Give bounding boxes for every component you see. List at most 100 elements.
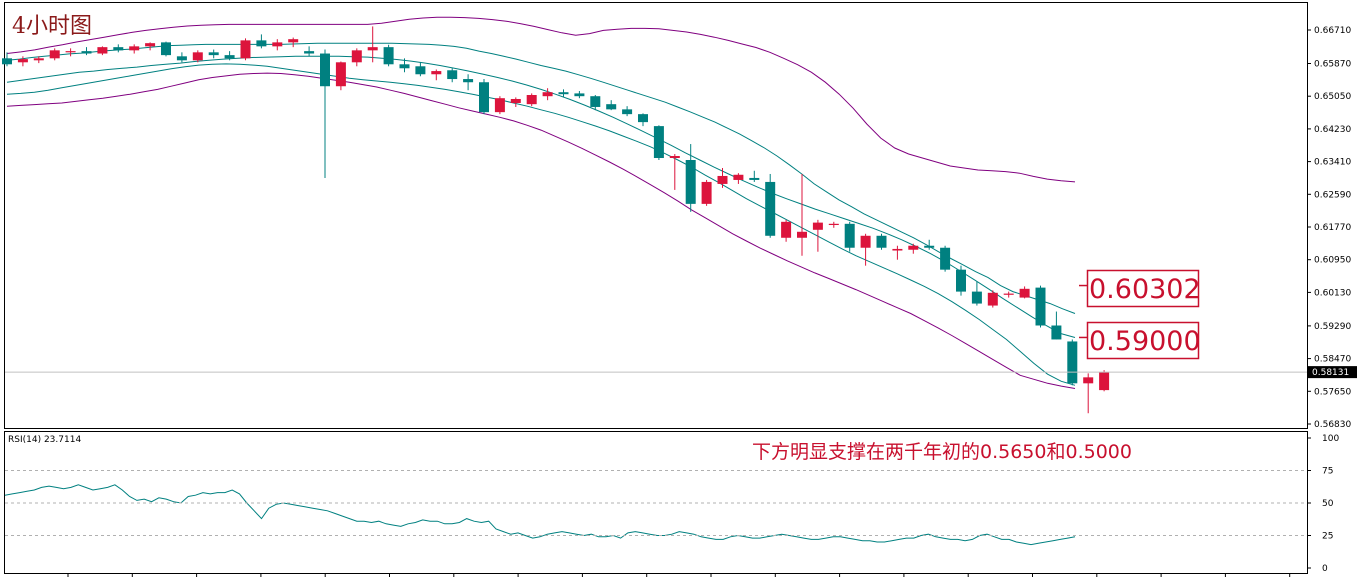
candle-body bbox=[987, 292, 998, 306]
candle bbox=[17, 56, 28, 67]
candle-body bbox=[129, 46, 140, 51]
candle-body bbox=[526, 95, 537, 105]
annotation-box-2: 0.59000 bbox=[1079, 321, 1201, 360]
candle bbox=[49, 48, 60, 61]
candle bbox=[510, 97, 521, 107]
candle-body bbox=[383, 47, 394, 65]
candle-body bbox=[208, 52, 219, 56]
candle bbox=[431, 69, 442, 81]
rsi-tick-label: 25 bbox=[1322, 532, 1333, 542]
candle-body bbox=[192, 52, 203, 61]
band-outer-lower bbox=[6, 72, 1076, 389]
candle bbox=[1051, 311, 1062, 340]
candle bbox=[797, 173, 807, 256]
candle bbox=[924, 239, 935, 250]
candle bbox=[494, 96, 505, 115]
price-tick-label: 0.63410 bbox=[1314, 158, 1351, 168]
rsi-tick-label: 0 bbox=[1322, 564, 1328, 574]
candle-body bbox=[622, 109, 633, 115]
candle-body bbox=[669, 156, 680, 159]
candle bbox=[844, 221, 855, 252]
candle-body bbox=[463, 79, 474, 83]
candle bbox=[1067, 339, 1078, 386]
candle bbox=[542, 88, 553, 101]
candle bbox=[606, 100, 617, 111]
candle-body bbox=[924, 245, 935, 248]
candle bbox=[97, 46, 108, 56]
candle bbox=[33, 56, 44, 64]
candle-body bbox=[335, 62, 346, 87]
time-axis-ticks bbox=[67, 573, 1291, 577]
price-tick-label: 0.66710 bbox=[1314, 26, 1351, 36]
candle bbox=[1083, 373, 1094, 414]
rsi-label: RSI(14) 23.7114 bbox=[8, 435, 81, 445]
band-inner-lower bbox=[6, 63, 1076, 386]
candle bbox=[224, 51, 235, 61]
candle bbox=[81, 47, 92, 56]
band-middle bbox=[6, 55, 1076, 338]
candle-body bbox=[765, 181, 776, 236]
candle-body bbox=[749, 177, 760, 180]
candle-body bbox=[288, 39, 299, 43]
candle-body bbox=[940, 247, 951, 270]
candle-body bbox=[49, 50, 60, 59]
candle-body bbox=[1019, 288, 1030, 298]
candle bbox=[463, 74, 474, 91]
candle bbox=[526, 93, 537, 107]
candle-body bbox=[431, 71, 442, 75]
candle-body bbox=[1003, 293, 1014, 295]
candle bbox=[65, 48, 76, 57]
candle bbox=[145, 42, 156, 51]
price-tick-label: 0.65050 bbox=[1314, 92, 1351, 102]
candle-body bbox=[1051, 325, 1062, 340]
candle-body bbox=[574, 93, 585, 97]
candle bbox=[335, 61, 346, 91]
candle bbox=[256, 34, 267, 49]
current-price-tag bbox=[1308, 366, 1357, 379]
price-tick-label: 0.62590 bbox=[1314, 190, 1351, 200]
candle-body bbox=[812, 222, 823, 230]
rsi-line bbox=[4, 484, 1076, 546]
candle-body bbox=[81, 51, 92, 54]
candle-body bbox=[97, 47, 108, 54]
candle-body bbox=[256, 40, 267, 47]
candle bbox=[479, 79, 489, 115]
candle-body bbox=[494, 98, 505, 113]
candle bbox=[908, 243, 919, 254]
annotation-box-1: 0.60302 bbox=[1079, 269, 1201, 308]
annotation-value-1: 0.60302 bbox=[1089, 274, 1201, 305]
candle bbox=[208, 49, 219, 59]
candle bbox=[192, 50, 203, 63]
candle bbox=[1019, 286, 1030, 299]
candle-body bbox=[240, 40, 251, 59]
candle-body bbox=[65, 51, 76, 53]
candle bbox=[876, 233, 887, 250]
candle bbox=[320, 49, 330, 178]
candle bbox=[971, 281, 982, 306]
band-outer-upper bbox=[6, 16, 1076, 183]
candle-body bbox=[876, 235, 887, 248]
candle-body bbox=[844, 223, 855, 248]
candle bbox=[113, 44, 124, 53]
candle bbox=[685, 144, 696, 212]
candle-body bbox=[717, 175, 728, 184]
candle-body bbox=[272, 42, 283, 47]
candle bbox=[129, 44, 140, 54]
candle bbox=[987, 290, 998, 308]
candle-body bbox=[176, 56, 187, 61]
candle-body bbox=[2, 58, 12, 65]
candle bbox=[860, 233, 871, 266]
chart-title: 4小时图 bbox=[12, 14, 92, 39]
price-tick-label: 0.65870 bbox=[1314, 59, 1351, 69]
candle-body bbox=[224, 55, 235, 59]
candle-body bbox=[558, 92, 569, 95]
candle-body bbox=[510, 98, 521, 103]
candle bbox=[669, 154, 680, 190]
candle bbox=[940, 245, 951, 272]
candle bbox=[240, 38, 251, 61]
candle-body bbox=[145, 43, 156, 47]
price-tick-label: 0.64230 bbox=[1314, 125, 1351, 135]
candle bbox=[1035, 285, 1046, 328]
candle bbox=[351, 48, 362, 67]
candle bbox=[653, 125, 664, 161]
